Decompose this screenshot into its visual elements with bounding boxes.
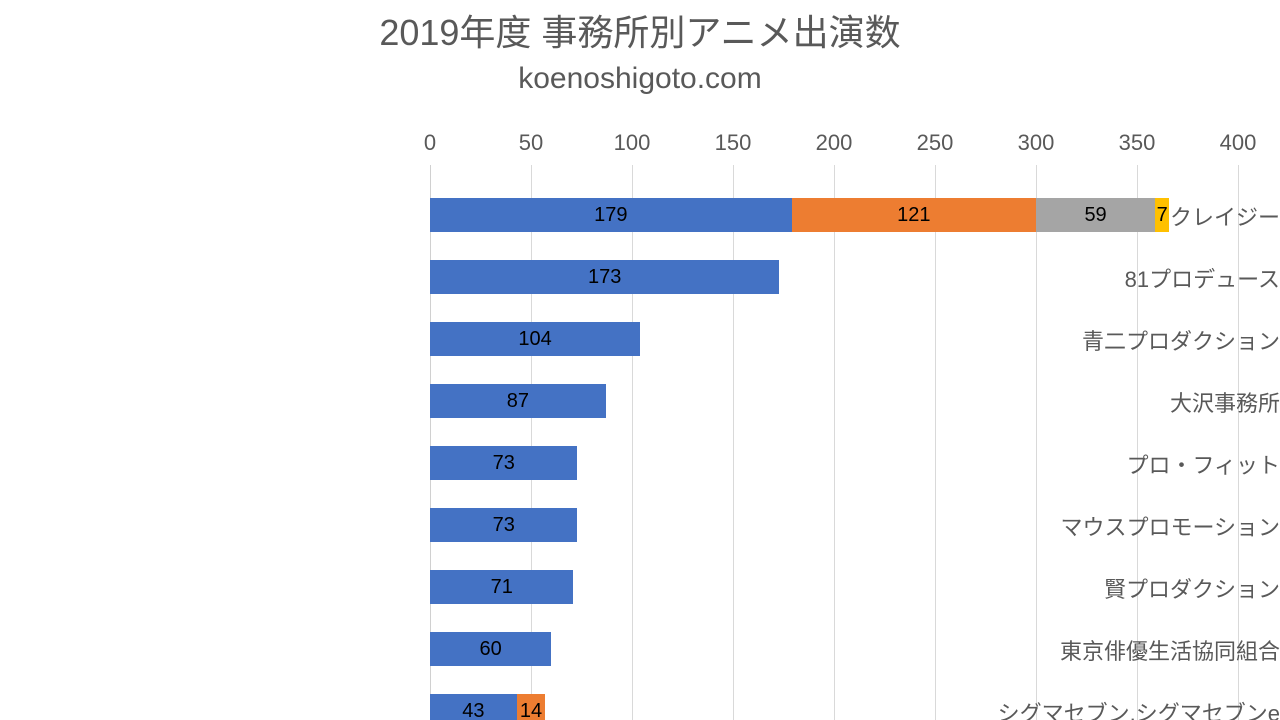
category-label: 賢プロダクション: [870, 572, 1280, 604]
bar: 71: [430, 570, 573, 604]
category-label: マウスプロモーション: [870, 510, 1280, 542]
bar-segment: 60: [430, 632, 551, 666]
x-tick-label: 250: [917, 130, 954, 156]
bar: 4314: [430, 694, 545, 720]
bar-segment: 173: [430, 260, 779, 294]
bar-segment: 43: [430, 694, 517, 720]
x-tick-label: 200: [816, 130, 853, 156]
category-label: 大沢事務所: [870, 386, 1280, 418]
bar-segment: 104: [430, 322, 640, 356]
x-tick-label: 100: [614, 130, 651, 156]
bar-segment: 121: [792, 198, 1036, 232]
bar: 173: [430, 260, 779, 294]
bar: 179121597: [430, 198, 1169, 232]
bar: 73: [430, 446, 577, 480]
x-tick-label: 150: [715, 130, 752, 156]
x-tick-label: 0: [424, 130, 436, 156]
bar-segment: 71: [430, 570, 573, 604]
x-tick-label: 300: [1018, 130, 1055, 156]
bar: 87: [430, 384, 606, 418]
category-label: プロ・フィット: [870, 448, 1280, 480]
category-label: 81プロデュース: [870, 262, 1280, 294]
bar-segment: 73: [430, 446, 577, 480]
x-tick-label: 400: [1220, 130, 1257, 156]
gridline: [733, 165, 734, 720]
gridline: [834, 165, 835, 720]
bar-segment: 179: [430, 198, 792, 232]
chart-subtitle: koenoshigoto.com: [0, 62, 1280, 96]
bar: 104: [430, 322, 640, 356]
bar-segment: 73: [430, 508, 577, 542]
bar-segment: 59: [1036, 198, 1155, 232]
x-tick-label: 350: [1119, 130, 1156, 156]
chart-title: 2019年度 事務所別アニメ出演数: [0, 4, 1280, 56]
plot-area: 050100150200250300350400アイム,アーツ,VIMS,クレイ…: [0, 120, 1280, 720]
bar-segment: 7: [1155, 198, 1169, 232]
x-tick-label: 50: [519, 130, 543, 156]
gridline: [632, 165, 633, 720]
category-label: 青二プロダクション: [870, 324, 1280, 356]
category-label: シグマセブン,シグマセブンe: [870, 696, 1280, 720]
bar-segment: 14: [517, 694, 545, 720]
bar-segment: 87: [430, 384, 606, 418]
bar: 73: [430, 508, 577, 542]
category-label: 東京俳優生活協同組合: [870, 634, 1280, 666]
bar: 60: [430, 632, 551, 666]
